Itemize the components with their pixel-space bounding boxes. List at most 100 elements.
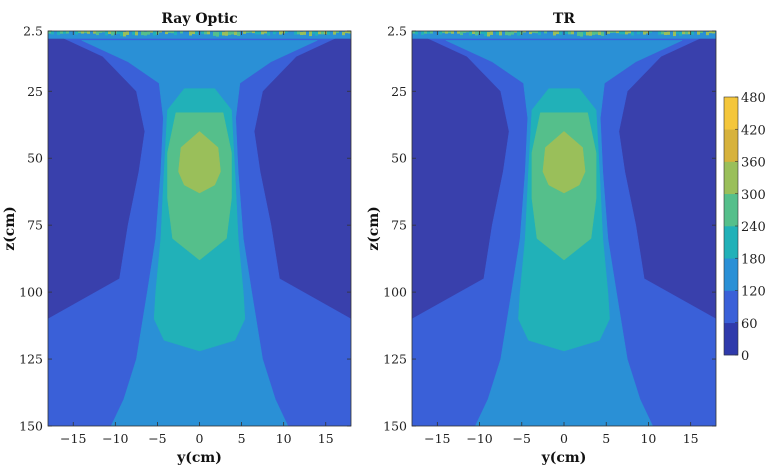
surface-band-cell xyxy=(706,31,709,36)
surface-band-cell xyxy=(670,31,673,33)
surface-band-cell xyxy=(637,31,640,35)
surface-band-cell xyxy=(415,31,418,35)
surface-band-cell xyxy=(201,31,204,34)
surface-band-cell xyxy=(682,31,685,35)
surface-band-cell xyxy=(222,31,225,36)
colorbar-tick-label: 420 xyxy=(741,123,766,138)
surface-band-cell xyxy=(84,31,87,34)
surface-band-cell xyxy=(177,31,180,33)
surface-band-cell xyxy=(511,31,514,35)
surface-band-cell xyxy=(490,31,493,35)
surface-band-cell xyxy=(303,31,306,35)
surface-band-cell xyxy=(90,31,93,35)
surface-band-cell xyxy=(616,31,619,34)
surface-band-cell xyxy=(664,31,667,36)
surface-band-cell xyxy=(625,31,628,35)
colorbar-tick-label: 480 xyxy=(741,91,766,106)
surface-band-cell xyxy=(427,31,430,34)
surface-band-cell xyxy=(48,31,51,34)
surface-band-cell xyxy=(481,31,484,34)
surface-band-cell xyxy=(165,31,168,35)
surface-band-cell xyxy=(174,31,177,35)
surface-band-cell xyxy=(430,31,433,34)
y-tick-label: 150 xyxy=(383,419,407,434)
y-axis-label: z(cm) xyxy=(366,206,382,251)
surface-band-cell xyxy=(454,31,457,35)
surface-band-cell xyxy=(159,31,162,33)
surface-band-cell xyxy=(505,31,508,36)
y-axis-label: z(cm) xyxy=(2,206,18,251)
surface-band-cell xyxy=(463,31,466,33)
surface-band-cell xyxy=(517,31,520,36)
surface-band-cell xyxy=(646,31,649,34)
surface-band-cell xyxy=(700,31,703,34)
surface-band-cell xyxy=(66,31,69,34)
surface-band-cell xyxy=(261,31,264,35)
x-tick-label: −5 xyxy=(148,431,166,446)
surface-band-cell xyxy=(162,31,165,34)
surface-band-cell xyxy=(550,31,553,35)
surface-band-cell xyxy=(225,31,228,36)
surface-band-cell xyxy=(264,31,267,34)
colorbar-tick-label: 360 xyxy=(741,156,766,171)
surface-band-cell xyxy=(291,31,294,34)
surface-band-cell xyxy=(60,31,63,34)
colorbar-segment xyxy=(724,226,738,259)
surface-band-cell xyxy=(153,31,156,36)
surface-band-cell xyxy=(330,31,333,36)
surface-band-cell xyxy=(120,31,123,37)
x-axis-label: y(cm) xyxy=(541,450,587,466)
colorbar-segment xyxy=(724,129,738,162)
contour-region-300-360 xyxy=(178,131,221,194)
surface-band-cell xyxy=(487,31,490,37)
y-tick-label: 75 xyxy=(391,218,407,233)
contour-plot-area xyxy=(412,31,716,426)
surface-band-cell xyxy=(556,31,559,35)
surface-band-cell xyxy=(523,31,526,33)
surface-band-cell xyxy=(108,31,111,34)
surface-band-cell xyxy=(418,31,421,36)
surface-band-cell xyxy=(571,31,574,35)
surface-band-cell xyxy=(547,31,550,35)
surface-band-cell xyxy=(93,31,96,34)
surface-band-cell xyxy=(183,31,186,35)
surface-band-cell xyxy=(652,31,655,37)
y-tick-label: 125 xyxy=(383,352,407,367)
surface-band-cell xyxy=(595,31,598,35)
surface-band-cell xyxy=(619,31,622,35)
y-tick-label: 125 xyxy=(19,352,43,367)
surface-band-cell xyxy=(514,31,517,33)
colorbar-tick-label: 0 xyxy=(741,349,749,364)
surface-band-cell xyxy=(270,31,273,34)
surface-band-cell xyxy=(421,31,424,35)
surface-band-cell xyxy=(631,31,634,36)
surface-band-cell xyxy=(288,31,291,37)
x-tick-label: −10 xyxy=(102,431,128,446)
x-tick-label: 10 xyxy=(276,431,292,446)
y-tick-label: 75 xyxy=(27,218,43,233)
colorbar-tick-label: 300 xyxy=(741,188,766,203)
surface-band-cell xyxy=(336,31,339,34)
x-tick-label: 0 xyxy=(560,431,568,446)
colorbar-segment xyxy=(724,161,738,195)
surface-band-cell xyxy=(562,31,565,33)
surface-band-cell xyxy=(309,31,312,37)
surface-band-cell xyxy=(499,31,502,36)
surface-band-cell xyxy=(273,31,276,35)
surface-band-cell xyxy=(502,31,505,35)
y-tick-label: 2.5 xyxy=(23,24,43,39)
surface-band-cell xyxy=(126,31,129,35)
surface-band-cell xyxy=(688,31,691,35)
surface-band-cell xyxy=(228,31,231,36)
surface-band-cell xyxy=(327,31,330,35)
surface-band-cell xyxy=(189,31,192,36)
surface-band-cell xyxy=(448,31,451,34)
surface-band-cell xyxy=(538,31,541,35)
colorbar-tick-label: 120 xyxy=(741,285,766,300)
y-tick-label: 100 xyxy=(19,285,43,300)
surface-band-cell xyxy=(643,31,646,35)
surface-band-cell xyxy=(51,31,54,35)
surface-band-cell xyxy=(613,31,616,33)
panel-ray-optic: Ray Optic −15 −10 −5 0 5 10 15 2.5 25 50 75 100 125 15… xyxy=(2,11,352,466)
x-tick-label: 5 xyxy=(238,431,246,446)
